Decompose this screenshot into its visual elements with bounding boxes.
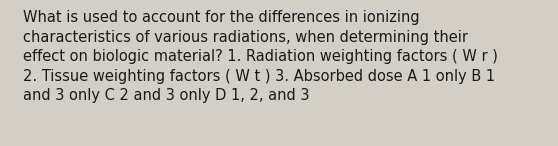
Text: What is used to account for the differences in ionizing
characteristics of vario: What is used to account for the differen… [23, 10, 498, 104]
